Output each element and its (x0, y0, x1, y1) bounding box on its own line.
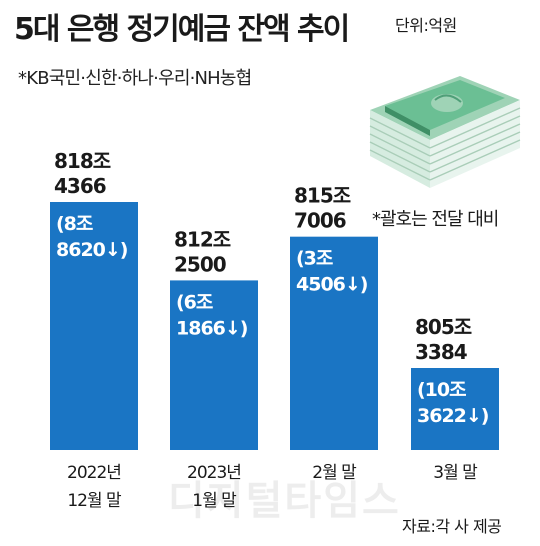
x-tick-label: 3월 말 (433, 463, 478, 483)
bar-value-label: 812조 (174, 227, 231, 251)
bar (290, 236, 378, 450)
watermark: 디지털타임스 (168, 478, 401, 524)
bar-value-label: 2500 (174, 252, 226, 276)
bar-change-label: (3조 (296, 248, 333, 270)
x-tick-label: 2023년 (187, 463, 241, 483)
banknote-stack-icon (369, 76, 521, 188)
bar-change-label: (6조 (176, 291, 213, 313)
chart-title: 5대 은행 정기예금 잔액 추이 (14, 12, 350, 47)
bar-value-label: 3384 (415, 340, 467, 364)
bar-change-label: (10조 (417, 379, 466, 401)
comparison-note: *괄호는 전달 대비 (372, 209, 499, 230)
bar-change-label: (8조 (56, 213, 93, 235)
x-tick-label: 12월 말 (67, 491, 122, 511)
bar-value-label: 805조 (415, 315, 472, 339)
bar-value-label: 7006 (294, 209, 346, 233)
x-tick-label: 1월 말 (192, 491, 237, 511)
bar-value-label: 818조 (54, 149, 111, 173)
bar-change-label: 8620↓) (56, 239, 128, 261)
bar-value-label: 4366 (54, 174, 106, 198)
bar (170, 280, 258, 450)
bar-change-label: 3622↓) (417, 405, 489, 427)
bar-value-label: 815조 (294, 184, 351, 208)
chart-subtitle: *KB국민·신한·하나·우리·NH농협 (18, 68, 252, 89)
source-label: 자료:각 사 제공 (402, 517, 502, 536)
x-tick-label: 2월 말 (312, 463, 357, 483)
bar-change-label: 1866↓) (176, 317, 248, 339)
x-tick-label: 2022년 (67, 463, 121, 483)
bar-change-label: 4506↓) (296, 274, 368, 296)
unit-label: 단위:억원 (395, 16, 457, 35)
bar (50, 202, 138, 450)
bar (411, 368, 499, 450)
